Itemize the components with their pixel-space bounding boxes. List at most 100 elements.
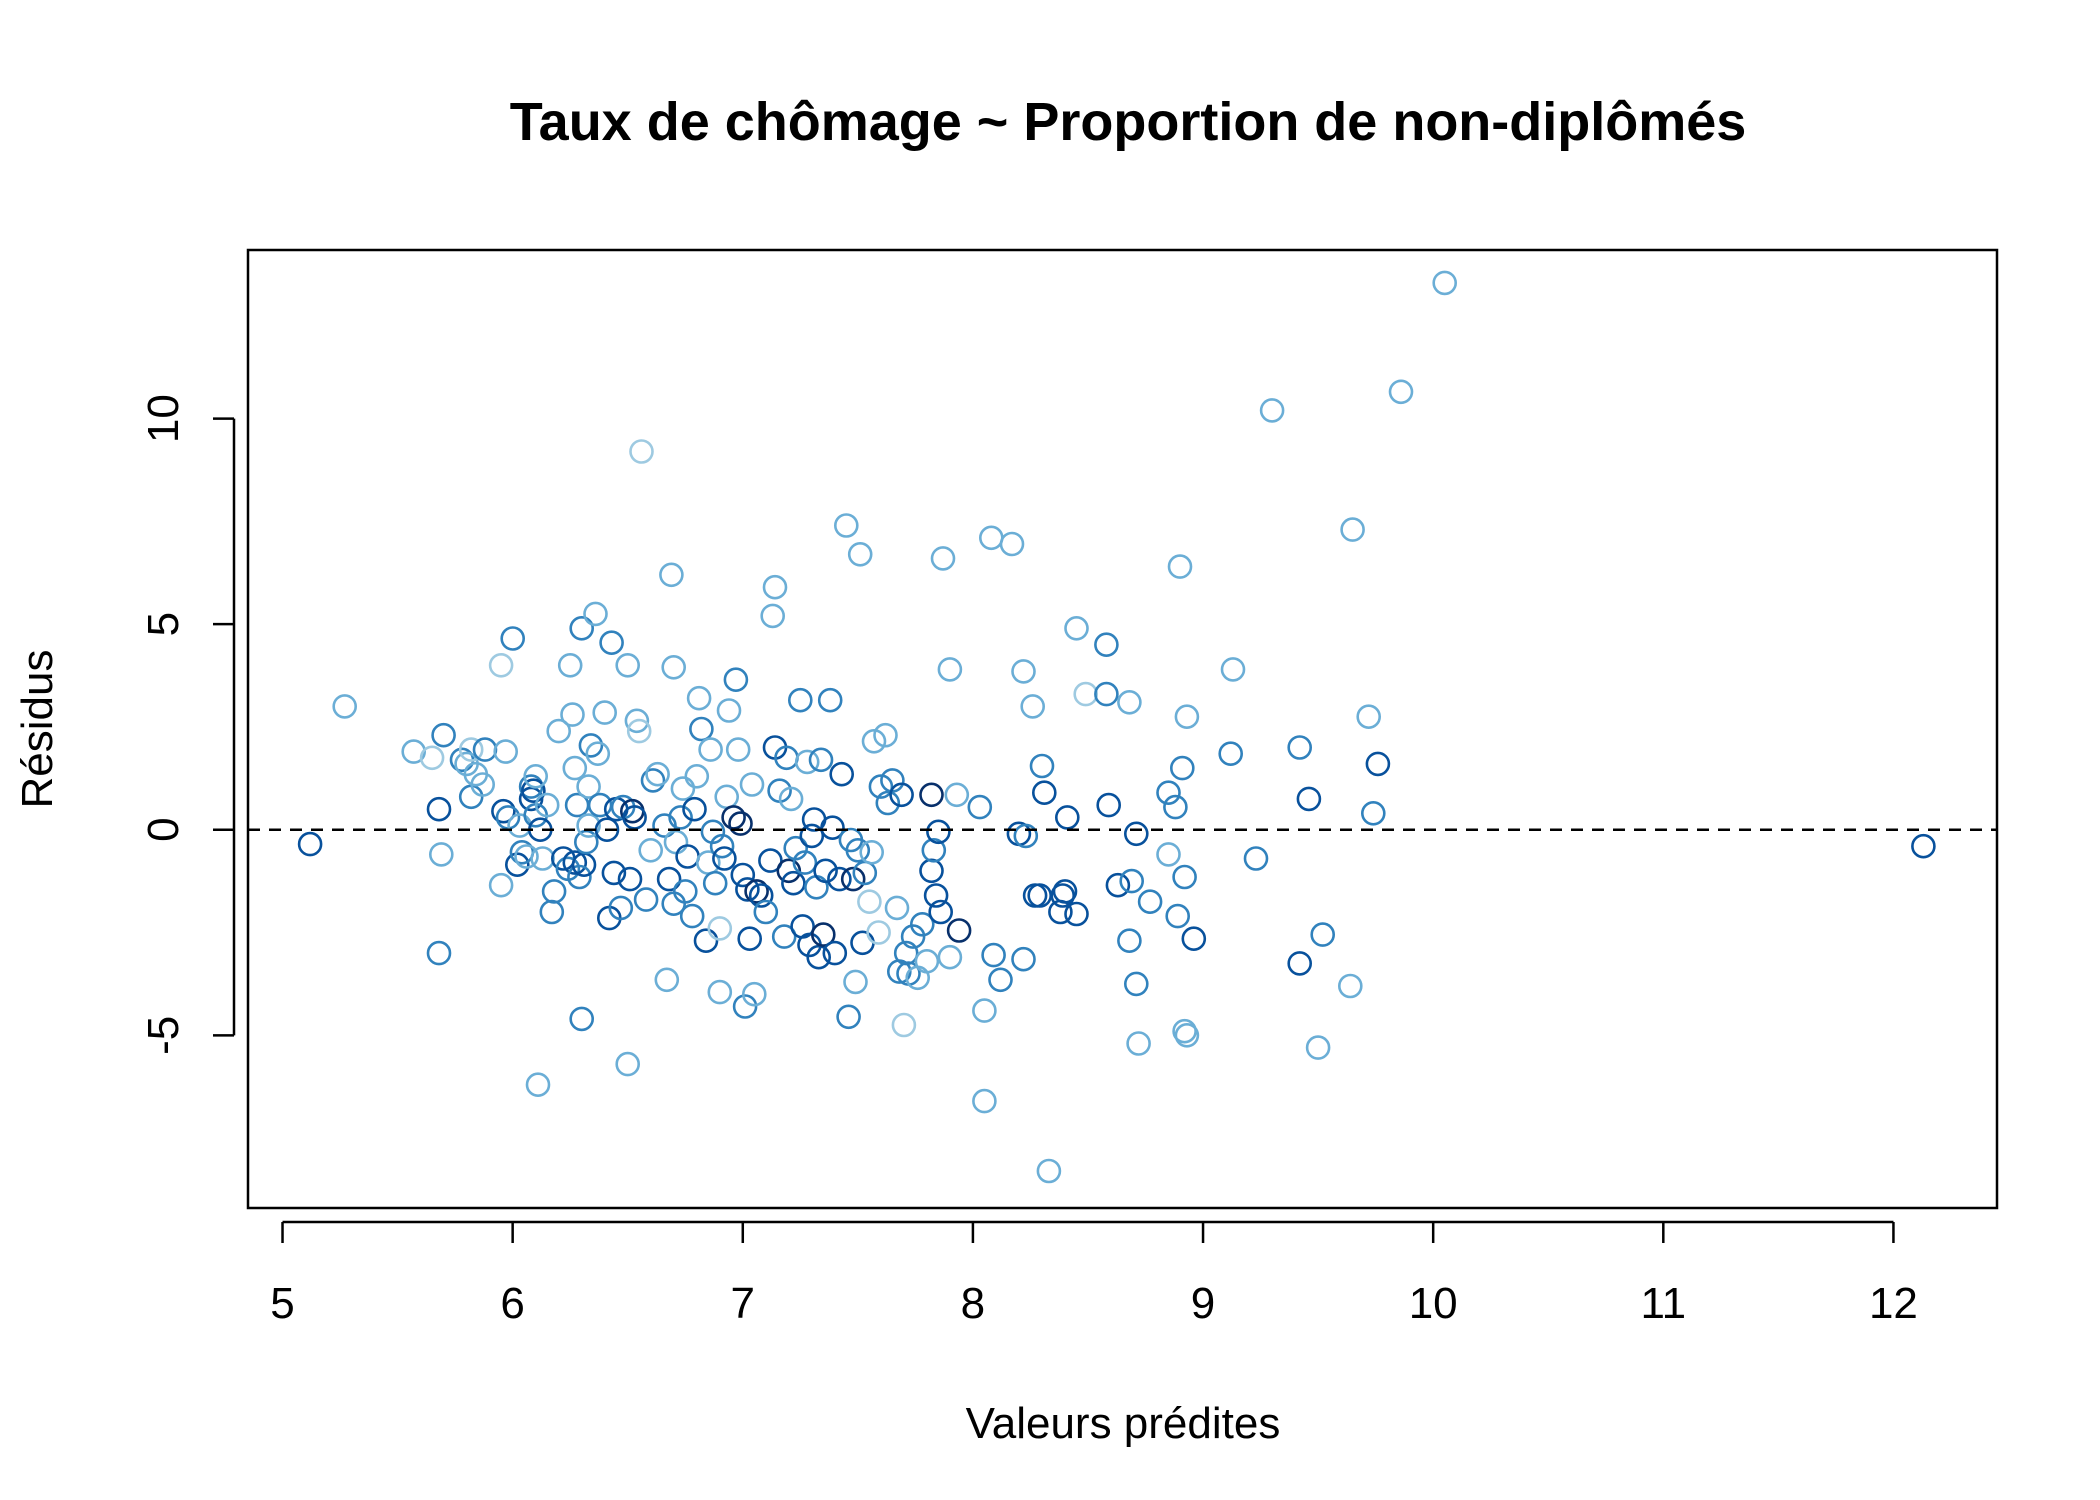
data-point bbox=[937, 944, 963, 970]
data-point bbox=[1172, 1018, 1197, 1044]
data-point bbox=[758, 848, 783, 873]
data-point bbox=[792, 850, 818, 875]
data-point bbox=[539, 899, 565, 925]
data-point bbox=[909, 911, 935, 937]
data-point bbox=[1096, 792, 1121, 818]
data-point bbox=[725, 737, 751, 762]
data-point bbox=[873, 722, 898, 748]
data-point bbox=[693, 928, 719, 954]
data-point bbox=[689, 716, 714, 742]
data-point bbox=[1126, 1031, 1151, 1056]
data-point bbox=[1064, 615, 1089, 641]
data-point bbox=[576, 813, 601, 838]
data-point bbox=[1050, 883, 1075, 908]
data-point bbox=[428, 842, 454, 867]
data-point bbox=[601, 860, 627, 886]
data-point bbox=[944, 782, 970, 808]
data-point bbox=[988, 967, 1013, 993]
data-point bbox=[1296, 786, 1322, 812]
data-point bbox=[709, 833, 735, 859]
data-point bbox=[615, 1051, 641, 1077]
data-point bbox=[847, 541, 873, 567]
data-point bbox=[675, 844, 700, 869]
data-point bbox=[401, 739, 427, 764]
data-point bbox=[1165, 903, 1190, 929]
data-point bbox=[1388, 379, 1414, 405]
data-point bbox=[500, 626, 526, 651]
data-point bbox=[514, 844, 539, 869]
data-point bbox=[914, 948, 940, 974]
data-point bbox=[458, 737, 484, 762]
data-point bbox=[1013, 823, 1039, 849]
data-point bbox=[419, 745, 445, 771]
data-point bbox=[776, 858, 802, 884]
data-point bbox=[587, 792, 613, 818]
data-point bbox=[778, 786, 804, 812]
data-point bbox=[981, 942, 1006, 968]
data-point bbox=[702, 870, 728, 896]
data-point bbox=[889, 782, 914, 808]
data-point bbox=[1124, 971, 1149, 997]
data-point bbox=[670, 776, 696, 801]
data-point bbox=[633, 887, 659, 912]
data-point bbox=[668, 805, 693, 830]
data-point bbox=[1163, 794, 1188, 820]
x-tick-label: 9 bbox=[1191, 1279, 1215, 1328]
data-point bbox=[608, 895, 634, 921]
data-point bbox=[1181, 926, 1207, 952]
data-point bbox=[845, 837, 871, 863]
data-point bbox=[827, 866, 852, 892]
data-point bbox=[1124, 821, 1149, 847]
data-point bbox=[978, 525, 1004, 551]
data-point bbox=[426, 940, 452, 966]
data-point bbox=[1119, 868, 1144, 894]
data-point bbox=[817, 687, 843, 713]
data-point bbox=[1243, 846, 1269, 871]
data-point bbox=[1305, 1035, 1331, 1060]
data-point bbox=[472, 737, 498, 762]
data-point bbox=[1287, 951, 1312, 976]
data-point bbox=[1259, 398, 1285, 423]
data-point bbox=[804, 874, 829, 900]
data-point bbox=[557, 652, 583, 678]
data-point bbox=[762, 574, 788, 600]
data-point bbox=[1052, 879, 1078, 904]
data-point bbox=[716, 698, 742, 723]
data-point bbox=[799, 823, 825, 849]
data-point bbox=[760, 603, 786, 629]
data-point bbox=[1094, 632, 1119, 658]
data-point bbox=[781, 870, 806, 896]
data-point bbox=[682, 796, 707, 822]
data-point bbox=[645, 761, 670, 787]
data-point bbox=[813, 858, 838, 884]
data-point bbox=[684, 763, 710, 789]
data-point bbox=[857, 889, 882, 915]
data-point bbox=[806, 944, 832, 970]
data-point bbox=[1356, 704, 1381, 730]
data-point bbox=[656, 866, 682, 892]
y-axis: -5 0 5 10 bbox=[139, 394, 236, 1055]
data-point bbox=[972, 998, 997, 1023]
data-point bbox=[698, 737, 723, 762]
data-point bbox=[426, 796, 452, 822]
data-point bbox=[794, 749, 820, 775]
data-point bbox=[737, 926, 763, 952]
data-point bbox=[1361, 800, 1386, 826]
data-point bbox=[521, 778, 546, 804]
data-point bbox=[850, 930, 875, 956]
data-point bbox=[578, 733, 604, 758]
data-point bbox=[707, 979, 733, 1005]
data-point bbox=[493, 739, 519, 764]
data-point bbox=[967, 794, 993, 820]
data-point bbox=[1172, 864, 1197, 890]
y-axis-label: Résidus bbox=[13, 650, 62, 809]
data-point bbox=[866, 920, 891, 945]
data-point bbox=[1073, 681, 1098, 707]
chart-title: Taux de chômage ~ Proportion de non-dipl… bbox=[510, 92, 1747, 152]
data-point bbox=[735, 877, 760, 902]
data-point bbox=[332, 694, 358, 719]
data-point bbox=[567, 864, 592, 890]
data-point bbox=[523, 763, 549, 789]
data-point bbox=[891, 1012, 917, 1038]
x-axis: 5 6 7 8 9 10 11 12 bbox=[270, 1220, 1918, 1328]
